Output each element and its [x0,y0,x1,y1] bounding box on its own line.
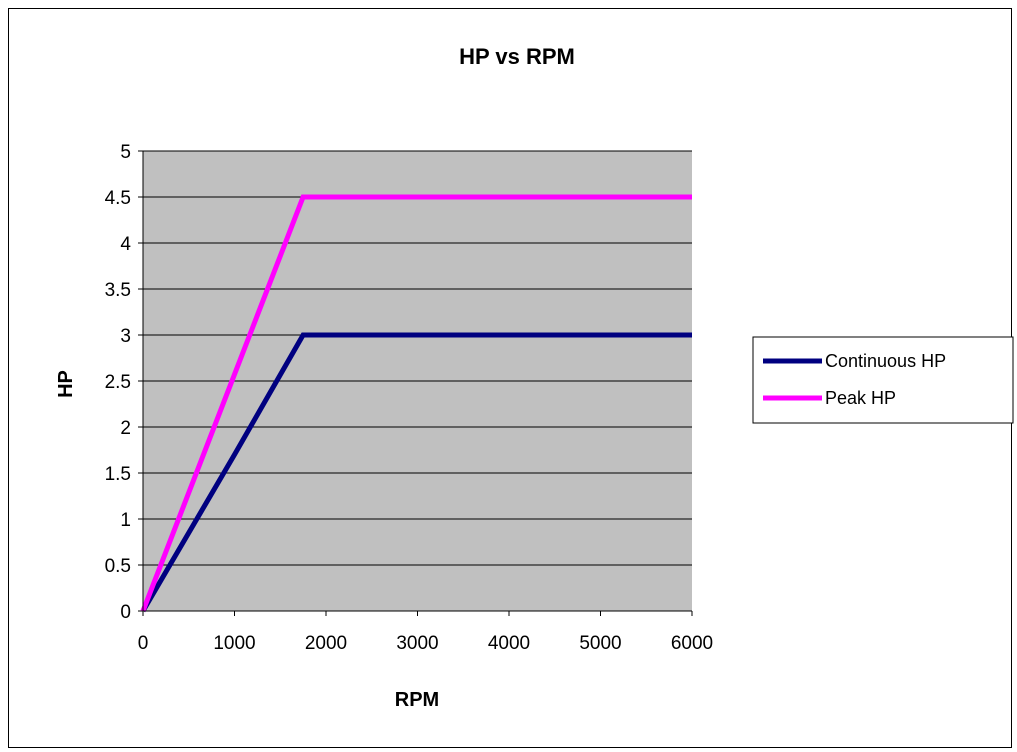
x-axis-title: RPM [395,689,439,711]
y-tick-label: 2 [120,418,131,439]
y-tick-label: 0.5 [105,556,131,577]
y-tick-label: 1 [120,510,131,531]
x-tick-label: 0 [138,633,149,654]
y-axis-ticks: 0 0.5 1 1.5 2 2.5 3 3.5 4 4.5 5 [105,142,143,623]
x-tick-label: 6000 [671,633,713,654]
y-tick-label: 2.5 [105,372,131,393]
x-tick-label: 4000 [488,633,530,654]
series-line-continuous-hp [140,332,692,613]
legend-box [752,336,1014,424]
legend-label-peak-hp: Peak HP [825,388,896,408]
x-tick-label: 5000 [579,633,621,654]
chart-title: HP vs RPM [459,44,575,69]
y-tick-label: 3 [120,326,131,347]
y-tick-label: 4.5 [105,188,131,209]
series-line-peak-hp [140,194,692,612]
y-tick-label: 3.5 [105,280,131,301]
x-tick-label: 3000 [396,633,438,654]
x-tick-label: 1000 [213,633,255,654]
y-tick-label: 0 [120,602,131,623]
x-axis-ticks: 0 1000 2000 3000 4000 5000 6000 [138,611,713,654]
y-tick-label: 1.5 [105,464,131,485]
legend-label-continuous-hp: Continuous HP [825,351,946,371]
legend: Continuous HP Peak HP [752,336,1014,424]
x-tick-label: 2000 [305,633,347,654]
y-tick-label: 4 [120,234,131,255]
y-tick-label: 5 [120,142,131,163]
series-lines [140,194,692,613]
y-axis-title: HP [55,370,77,398]
